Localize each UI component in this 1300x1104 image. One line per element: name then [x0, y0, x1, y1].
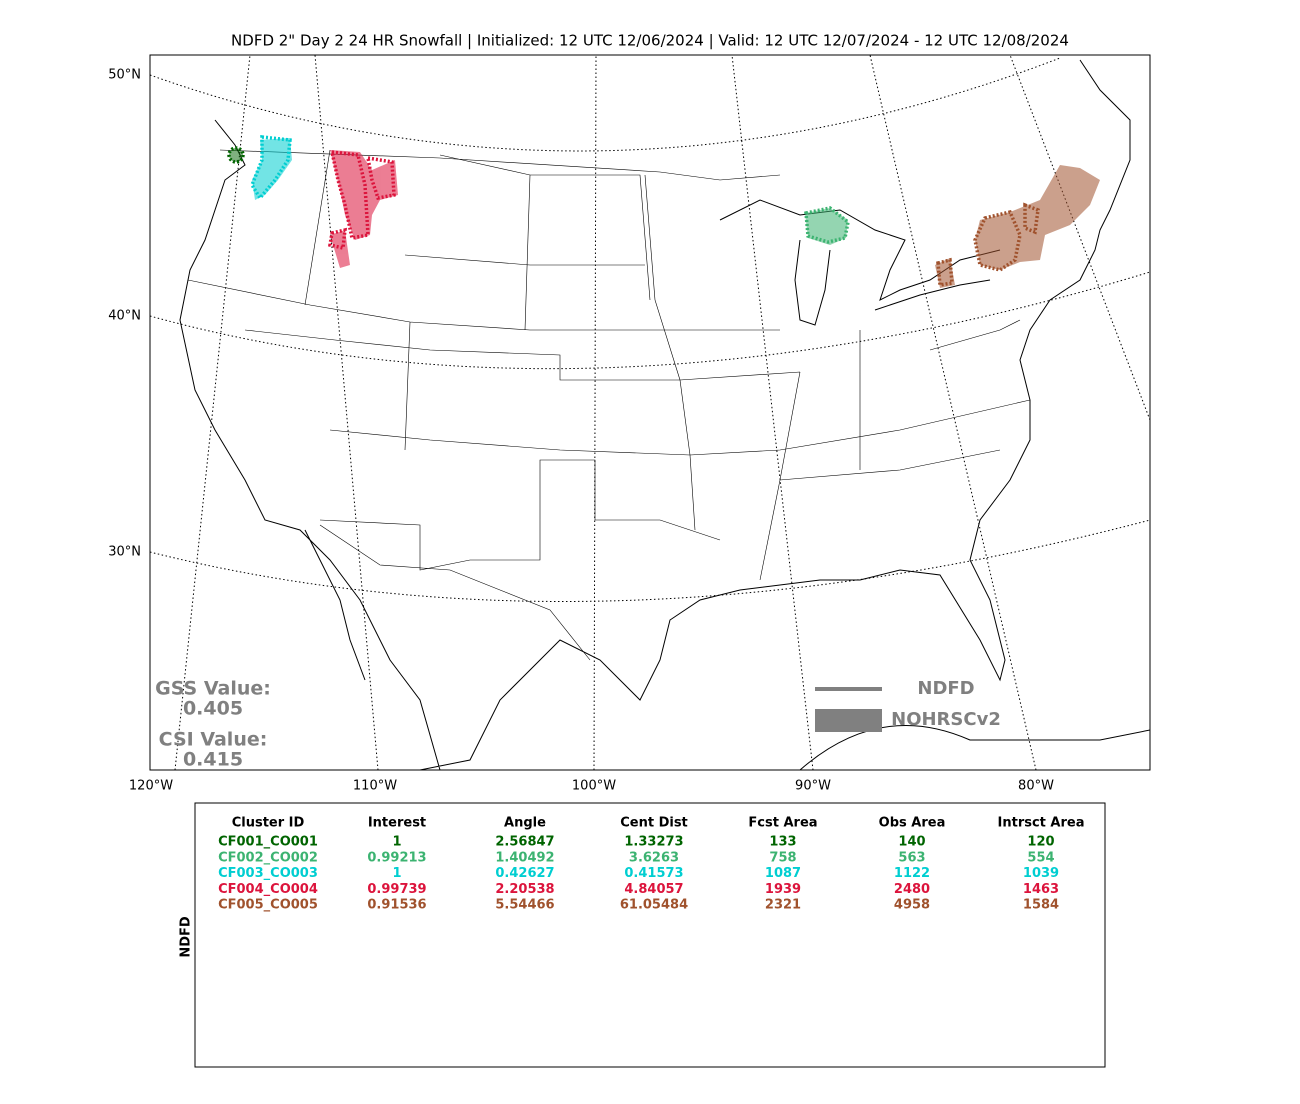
coastline	[179, 59, 1131, 770]
table-cell: 133	[769, 835, 796, 850]
table-cell: CF003_CO003	[218, 866, 318, 881]
table-cell: 1122	[894, 866, 930, 881]
lon-label: 100°W	[572, 779, 616, 794]
legend-label: NOHRSCv2	[891, 709, 1001, 730]
lat-label: 40°N	[108, 309, 141, 324]
coastline	[304, 529, 1150, 770]
intl-border	[219, 149, 781, 661]
table-cell: CF002_CO002	[218, 850, 318, 865]
great-lakes	[719, 199, 1001, 326]
table: Cluster ID Interest Angle Cent Dist Fcst Are…	[179, 816, 1085, 958]
column-header: Angle	[504, 816, 546, 831]
lon-label: 110°W	[353, 779, 397, 794]
title: NDFD 2" Day 2 24 HR Snowfall | Initializ…	[231, 32, 1069, 50]
table-cell: 1.40492	[495, 850, 554, 865]
table-cell: 4.84057	[624, 882, 683, 897]
side-label: NDFD	[179, 916, 194, 958]
table-cell: 1	[392, 866, 401, 881]
table-cell: 1039	[1023, 866, 1059, 881]
table-cell: 140	[898, 835, 925, 850]
table-cell: 2.56847	[495, 835, 554, 850]
graticule	[593, 55, 597, 770]
lon-label: 90°W	[795, 779, 831, 794]
column-header: Intrsct Area	[998, 816, 1085, 831]
graticule	[150, 271, 1150, 370]
graticule	[1009, 55, 1150, 421]
column-header: Obs Area	[879, 816, 946, 831]
table-cell: CF001_CO001	[218, 835, 318, 850]
state-borders	[187, 149, 1031, 581]
table-cell: 1	[392, 835, 401, 850]
table-cell: 554	[1027, 850, 1054, 865]
table-cell: 120	[1027, 835, 1054, 850]
fcst-outlines	[227, 135, 1040, 288]
legend-label: NDFD	[917, 678, 974, 699]
column-header: Interest	[368, 816, 426, 831]
column-header: Cent Dist	[620, 816, 688, 831]
graticule	[150, 519, 1150, 602]
lon-label: 80°W	[1018, 779, 1054, 794]
map-frame	[149, 54, 1151, 771]
lon-label: 120°W	[129, 779, 173, 794]
table-cell: 0.99739	[367, 882, 426, 897]
column-header: Cluster ID	[232, 816, 305, 831]
graticule	[869, 55, 1037, 770]
table-cell: CF005_CO005	[218, 898, 318, 913]
table-cell: 0.41573	[624, 866, 683, 881]
table-cell: 2.20538	[495, 882, 554, 897]
table-cell: 1087	[765, 866, 801, 881]
legend: NDFD NOHRSCv2	[815, 678, 1001, 732]
table-cell: 563	[898, 850, 925, 865]
score-value: 0.405	[183, 698, 243, 720]
table-cell: 0.91536	[367, 898, 426, 913]
column-header: Fcst Area	[748, 816, 817, 831]
table-cell: 758	[769, 850, 796, 865]
table-cell: 0.99213	[367, 850, 426, 865]
lat-label: 30°N	[108, 545, 141, 560]
table-frame	[194, 802, 1106, 1068]
table-cell: 0.42627	[495, 866, 554, 881]
table-cell: 5.54466	[495, 898, 554, 913]
legend-patch	[815, 709, 882, 732]
table-cell: 1939	[765, 882, 801, 897]
map: NDFD NOHRSCv2	[149, 54, 1151, 771]
table-cell: 1463	[1023, 882, 1059, 897]
graticule	[150, 57, 1061, 152]
table-cell: 4958	[894, 898, 930, 913]
table-cell: 3.6263	[629, 850, 679, 865]
table-cell: 1584	[1023, 898, 1059, 913]
table-cell: 1.33273	[624, 835, 683, 850]
table-cell: 61.05484	[620, 898, 688, 913]
obs-areas	[252, 138, 1100, 288]
lat-label: 50°N	[108, 68, 141, 83]
table-cell: 2480	[894, 882, 930, 897]
score-label: GSS Value:	[155, 678, 271, 700]
score-label: CSI Value:	[159, 729, 268, 751]
table-cell: 2321	[765, 898, 801, 913]
score-value: 0.415	[183, 749, 243, 771]
graticule	[731, 55, 814, 770]
table-cell: CF004_CO004	[218, 882, 318, 897]
